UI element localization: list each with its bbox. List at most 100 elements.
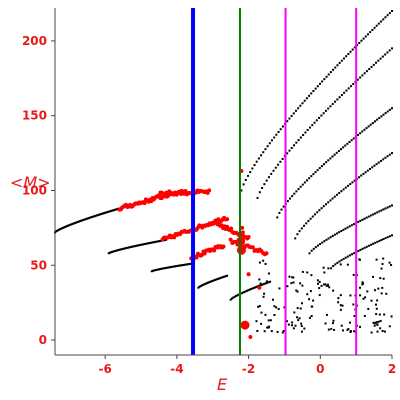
black-point — [306, 293, 309, 296]
black-point — [108, 210, 111, 213]
black-point — [214, 278, 217, 281]
black-point — [359, 219, 362, 222]
black-point — [134, 244, 137, 247]
black-point — [263, 330, 266, 333]
black-point — [349, 331, 352, 334]
black-point — [380, 292, 383, 295]
black-point — [244, 290, 247, 293]
black-point — [301, 183, 304, 186]
black-point — [380, 209, 383, 212]
black-point — [306, 179, 309, 182]
black-point — [292, 327, 295, 330]
black-point — [59, 228, 62, 231]
black-point — [367, 307, 370, 310]
black-point — [340, 93, 343, 96]
black-point — [328, 286, 331, 289]
black-point — [163, 239, 166, 242]
black-point — [368, 68, 371, 71]
black-point — [275, 306, 278, 309]
black-point — [83, 218, 86, 221]
black-point — [363, 246, 366, 249]
black-point — [359, 248, 362, 251]
black-point — [223, 275, 226, 278]
black-point — [61, 227, 64, 230]
black-point — [229, 298, 232, 301]
black-point — [325, 313, 328, 316]
black-point — [346, 263, 349, 266]
black-point — [315, 119, 318, 122]
black-point — [272, 169, 275, 172]
black-point — [221, 276, 224, 279]
black-point — [220, 276, 223, 279]
black-point — [391, 9, 393, 12]
black-point — [112, 250, 115, 253]
black-point — [318, 209, 321, 212]
black-point — [260, 322, 263, 325]
black-point — [348, 225, 351, 228]
black-point — [340, 190, 343, 193]
black-point — [360, 39, 363, 42]
red-point — [142, 201, 147, 206]
black-point — [316, 85, 319, 88]
black-point — [281, 157, 284, 160]
black-point — [281, 125, 284, 128]
black-point — [371, 122, 374, 125]
black-point — [291, 321, 294, 324]
black-point — [365, 216, 368, 219]
red-point — [225, 217, 230, 222]
black-point — [374, 289, 377, 292]
black-point — [361, 74, 364, 77]
black-point — [348, 254, 351, 257]
black-point — [381, 262, 384, 265]
black-point — [259, 284, 262, 287]
black-point — [371, 166, 374, 169]
black-point — [339, 304, 342, 307]
black-point — [318, 82, 321, 85]
red-point — [250, 245, 255, 250]
black-point — [316, 279, 319, 282]
black-point — [322, 205, 325, 208]
black-point — [312, 89, 315, 92]
black-point — [268, 142, 271, 145]
black-point — [309, 290, 312, 293]
black-point — [303, 327, 306, 330]
black-point — [310, 175, 313, 178]
red-point — [264, 251, 269, 256]
black-point — [342, 228, 345, 231]
black-point — [375, 61, 378, 64]
black-point — [295, 289, 298, 292]
black-point — [347, 184, 350, 187]
black-point — [237, 293, 240, 296]
black-point — [158, 240, 161, 243]
black-point — [57, 229, 60, 232]
black-point — [301, 284, 304, 287]
black-point — [126, 246, 129, 249]
black-point — [269, 280, 272, 283]
black-point — [308, 177, 311, 180]
black-point — [303, 181, 306, 184]
black-point — [338, 96, 341, 99]
black-point — [386, 51, 389, 54]
black-point — [348, 321, 351, 324]
black-point — [292, 276, 295, 279]
black-point — [154, 240, 157, 243]
black-point — [249, 171, 252, 174]
black-point — [297, 107, 300, 110]
black-point — [253, 164, 256, 167]
black-point — [386, 155, 389, 158]
black-point — [361, 130, 364, 133]
black-point — [92, 215, 95, 218]
black-point — [216, 278, 219, 281]
x-tick-label: 2 — [388, 362, 396, 376]
black-point — [186, 263, 189, 266]
black-point — [148, 242, 151, 245]
black-point — [288, 149, 291, 152]
black-point — [202, 283, 205, 286]
black-point — [377, 287, 380, 290]
black-point — [370, 65, 373, 68]
black-point — [63, 226, 66, 229]
black-point — [323, 240, 326, 243]
black-point — [254, 286, 257, 289]
black-point — [273, 305, 276, 308]
black-point — [211, 279, 214, 282]
